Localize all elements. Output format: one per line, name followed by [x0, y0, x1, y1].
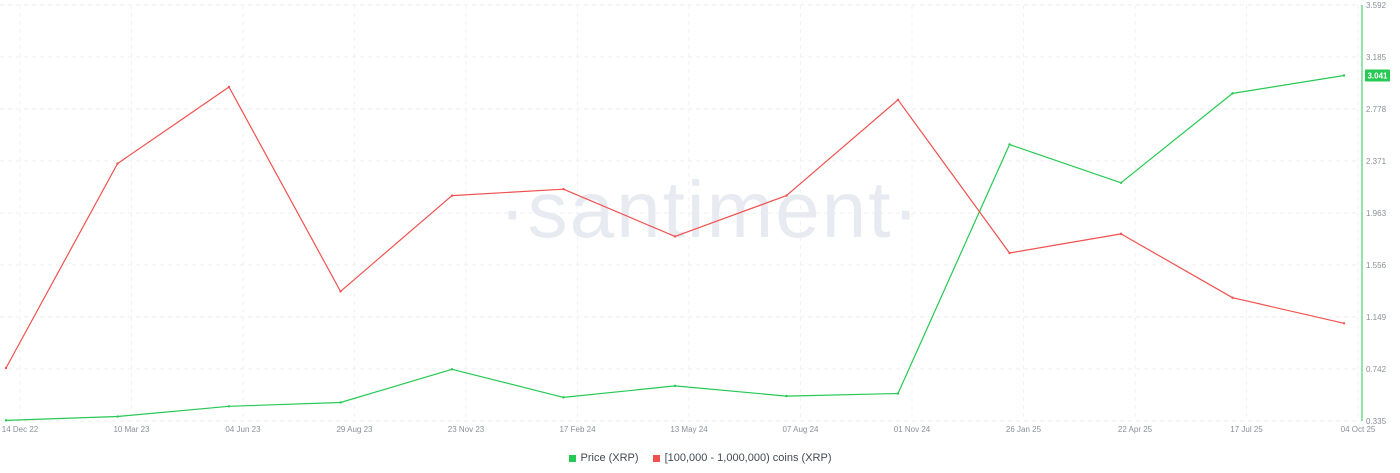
- series-layer: [4, 74, 1346, 422]
- legend-label-price: Price (XRP): [580, 452, 639, 464]
- y-tick-3: 2.371: [1366, 157, 1387, 166]
- x-tick-3: 29 Aug 23: [336, 425, 373, 434]
- x-tick-9: 26 Jan 25: [1006, 425, 1042, 434]
- x-tick-11: 17 Jul 25: [1230, 425, 1263, 434]
- x-tick-4: 23 Nov 23: [448, 425, 485, 434]
- series-0-point-7: [785, 394, 788, 398]
- series-1-point-6: [673, 235, 677, 238]
- x-tick-12: 04 Oct 25: [1341, 425, 1376, 434]
- y-tick-8: 0.335: [1366, 417, 1387, 426]
- y-tick-7: 0.742: [1366, 365, 1387, 374]
- series-0-point-12: [1342, 74, 1346, 77]
- series-0-point-8: [896, 392, 900, 395]
- last-price-badge: 3.041: [1365, 69, 1390, 82]
- last-price-badge-text: 3.041: [1367, 72, 1388, 81]
- series-1-point-1: [116, 162, 119, 165]
- x-tick-7: 07 Aug 24: [782, 425, 819, 434]
- y-tick-4: 1.963: [1366, 209, 1387, 218]
- legend: Price (XRP) [100,000 - 1,000,000) coins …: [0, 448, 1400, 468]
- grid-lines: [0, 4, 1362, 422]
- y-tick-2: 2.778: [1366, 105, 1387, 114]
- series-1-point-0: [4, 366, 8, 370]
- y-tick-labels: 3.592 3.185 2.778 2.371 1.963 1.556 1.149 0.742…: [1366, 1, 1387, 426]
- series-0-point-5: [562, 396, 565, 399]
- x-tick-5: 17 Feb 24: [559, 425, 596, 434]
- series-0-point-2: [227, 405, 231, 408]
- x-tick-labels: 14 Dec 22 10 Mar 23 04 Jun 23 29 Aug 23 23 N…: [2, 425, 1376, 434]
- legend-item-price[interactable]: Price (XRP): [568, 452, 639, 464]
- series-1-point-4: [450, 194, 454, 197]
- series-0-point-1: [116, 415, 119, 418]
- legend-swatch-price: [568, 454, 576, 462]
- x-tick-10: 22 Apr 25: [1118, 425, 1153, 434]
- x-tick-8: 01 Nov 24: [894, 425, 931, 434]
- series-1-point-10: [1119, 232, 1123, 236]
- series-0-point-10: [1119, 181, 1123, 184]
- santiment-watermark: ·santiment·: [499, 165, 921, 254]
- y-tick-0: 3.592: [1366, 1, 1387, 10]
- series-0-point-3: [339, 401, 342, 404]
- legend-swatch-holders: [652, 454, 660, 462]
- legend-label-holders: [100,000 - 1,000,000) coins (XRP): [664, 452, 832, 464]
- series-1-point-8: [896, 98, 900, 101]
- y-tick-5: 1.556: [1366, 261, 1387, 270]
- series-1-point-2: [227, 85, 231, 89]
- x-tick-6: 13 May 24: [670, 425, 708, 434]
- series-1-point-3: [339, 290, 342, 293]
- series-1-point-5: [562, 187, 565, 191]
- x-tick-2: 04 Jun 23: [225, 425, 261, 434]
- series-0-point-4: [450, 368, 454, 371]
- series-1-point-11: [1231, 296, 1234, 299]
- series-1-point-12: [1342, 322, 1346, 325]
- series-0-point-6: [673, 384, 677, 388]
- series-1-point-7: [785, 194, 788, 197]
- series-0-point-9: [1008, 143, 1011, 146]
- y-tick-1: 3.185: [1366, 53, 1387, 62]
- x-tick-0: 14 Dec 22: [2, 425, 39, 434]
- series-0-point-11: [1231, 92, 1234, 95]
- legend-item-holders[interactable]: [100,000 - 1,000,000) coins (XRP): [652, 452, 832, 464]
- series-0-point-0: [4, 419, 8, 422]
- y-tick-6: 1.149: [1366, 313, 1387, 322]
- x-tick-1: 10 Mar 23: [113, 425, 150, 434]
- last-price-badge-bg: [1365, 69, 1390, 82]
- series-1-point-9: [1008, 251, 1011, 255]
